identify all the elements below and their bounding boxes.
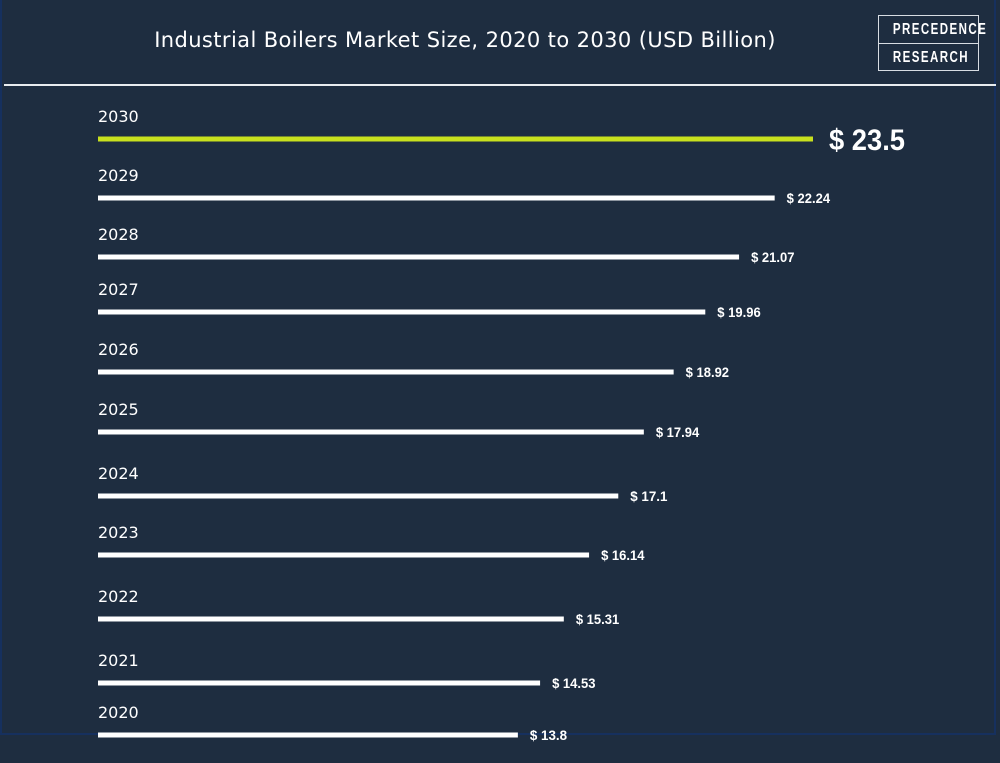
logo-line-2: RESEARCH <box>892 49 970 66</box>
value-label-2026: $ 18.92 <box>686 364 730 380</box>
bar-2020 <box>98 732 518 738</box>
bar-2026 <box>98 369 674 375</box>
year-label-2023: 2023 <box>98 523 139 542</box>
value-label-2029: $ 22.24 <box>787 190 831 206</box>
year-label-2026: 2026 <box>98 340 139 359</box>
year-label-2025: 2025 <box>98 400 139 419</box>
year-label-2027: 2027 <box>98 280 139 299</box>
value-label-2030: $ 23.5 <box>829 124 905 157</box>
value-label-2028: $ 21.07 <box>751 249 795 265</box>
bar-2027 <box>98 309 706 315</box>
logo-divider <box>879 43 978 44</box>
year-label-2030: 2030 <box>98 107 139 126</box>
value-label-2020: $ 13.8 <box>530 727 567 743</box>
bar-2030 <box>98 136 813 142</box>
year-label-2021: 2021 <box>98 651 139 670</box>
value-label-2027: $ 19.96 <box>717 304 761 320</box>
chart-title: Industrial Boilers Market Size, 2020 to … <box>154 28 776 52</box>
value-label-2022: $ 15.31 <box>576 611 620 627</box>
bar-2024 <box>98 493 619 499</box>
value-label-2021: $ 14.53 <box>552 675 596 691</box>
year-label-2022: 2022 <box>98 587 139 606</box>
bar-2022 <box>98 616 564 622</box>
bar-2023 <box>98 552 590 558</box>
value-label-2025: $ 17.94 <box>656 424 700 440</box>
bar-2025 <box>98 429 644 435</box>
year-label-2029: 2029 <box>98 166 139 185</box>
bar-2028 <box>98 254 740 260</box>
value-label-2023: $ 16.14 <box>601 547 645 563</box>
value-label-2024: $ 17.1 <box>630 488 667 504</box>
year-label-2020: 2020 <box>98 703 139 722</box>
precedence-research-logo: PRECEDENCE RESEARCH <box>878 15 988 71</box>
year-label-2028: 2028 <box>98 225 139 244</box>
bar-2029 <box>98 195 775 201</box>
logo-line-1: PRECEDENCE <box>892 21 988 38</box>
header-divider <box>4 84 996 86</box>
bar-2021 <box>98 680 541 686</box>
year-label-2024: 2024 <box>98 464 139 483</box>
